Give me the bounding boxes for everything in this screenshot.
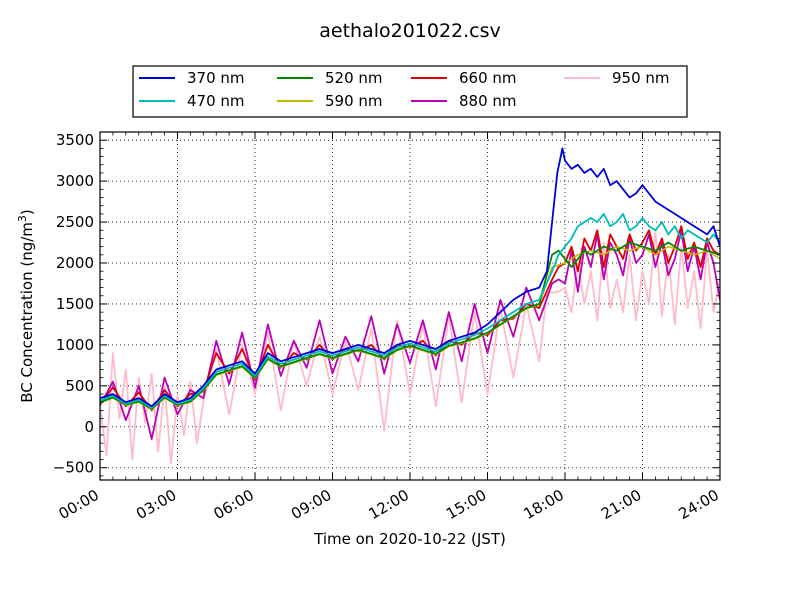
- series-layer: [100, 147, 720, 465]
- y-tick-label: 3500: [56, 131, 94, 149]
- y-tick-label: 3000: [56, 172, 94, 190]
- y-axis-label-tail: ): [18, 209, 36, 215]
- y-axis-label-main: BC Concentration (ng/m: [18, 222, 36, 403]
- y-tick-label: −500: [53, 459, 94, 477]
- y-tick-label: 2500: [56, 213, 94, 231]
- series-line-950-nm: [100, 229, 720, 465]
- legend-label: 470 nm: [187, 92, 245, 110]
- legend-label: 880 nm: [459, 92, 517, 110]
- chart-title: aethalo201022.csv: [319, 20, 501, 42]
- legend-label: 660 nm: [459, 69, 517, 87]
- y-tick-label: 1000: [56, 336, 94, 354]
- legend-frame: [132, 65, 688, 118]
- series-line-520-nm: [100, 241, 720, 410]
- y-axis-label: BC Concentration (ng/m3): [16, 209, 36, 403]
- legend-label: 370 nm: [187, 69, 245, 87]
- legend-label: 590 nm: [325, 92, 383, 110]
- chart-legend: 370 nm 470 nm 520 nm 590 nm 660 nm 880 nm 950 …: [132, 65, 688, 118]
- y-axis-label-sup: 3: [16, 215, 29, 222]
- x-axis-label: Time on 2020-10-22 (JST): [313, 530, 506, 548]
- y-tick-label: 1500: [56, 295, 94, 313]
- y-axis-tick-labels: −500 0 500 1000 1500 2000 2500 3000 3500: [53, 131, 94, 477]
- y-tick-label: 2000: [56, 254, 94, 272]
- legend-label: 520 nm: [325, 69, 383, 87]
- series-line-370-nm: [100, 147, 720, 408]
- series-line-470-nm: [100, 212, 720, 409]
- y-tick-label: 0: [84, 418, 94, 436]
- plot-frame: [99, 131, 721, 481]
- legend-label: 950 nm: [612, 69, 670, 87]
- y-tick-label: 500: [65, 377, 94, 395]
